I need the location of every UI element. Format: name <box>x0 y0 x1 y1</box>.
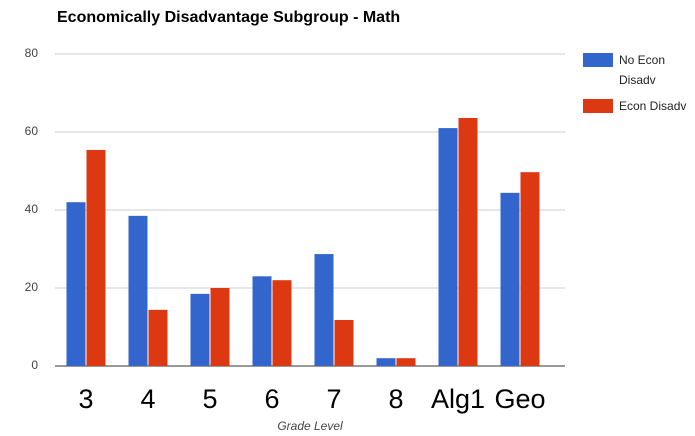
legend-item: Econ Disadv <box>583 99 689 116</box>
bar <box>210 288 230 366</box>
bar <box>128 215 148 366</box>
chart-title: Economically Disadvantage Subgroup - Mat… <box>57 9 400 26</box>
y-tick-label: 80 <box>25 46 39 60</box>
bar <box>252 276 272 366</box>
x-tick-label: Alg1 <box>431 384 485 414</box>
x-tick-label: 5 <box>202 384 217 414</box>
bar <box>438 128 458 366</box>
x-tick-label: 8 <box>388 384 403 414</box>
legend-item: No Econ Disadv <box>583 53 689 90</box>
x-axis-label: Grade Level <box>277 419 343 433</box>
bar <box>376 358 396 366</box>
bar <box>148 309 168 366</box>
bar <box>272 280 292 366</box>
bar <box>66 202 86 366</box>
legend-label: Econ Disadv <box>619 99 687 113</box>
bar <box>86 149 106 366</box>
y-tick-label: 20 <box>25 280 39 294</box>
bar <box>520 172 540 366</box>
bar <box>314 254 334 366</box>
x-tick-label: 7 <box>326 384 341 414</box>
bar <box>190 293 210 366</box>
legend-swatch <box>583 53 613 67</box>
legend-label: No Econ Disadv <box>619 53 666 87</box>
y-tick-label: 0 <box>31 358 38 372</box>
bar <box>458 117 478 367</box>
x-tick-label: 6 <box>264 384 279 414</box>
x-tick-label: Geo <box>494 384 545 414</box>
bar <box>334 319 354 366</box>
y-tick-label: 60 <box>25 124 39 138</box>
x-tick-label: 3 <box>78 384 93 414</box>
y-tick-label: 40 <box>25 202 39 216</box>
x-tick-label: 4 <box>140 384 155 414</box>
bar <box>500 192 520 366</box>
bar <box>396 358 416 366</box>
legend-swatch <box>583 99 613 113</box>
